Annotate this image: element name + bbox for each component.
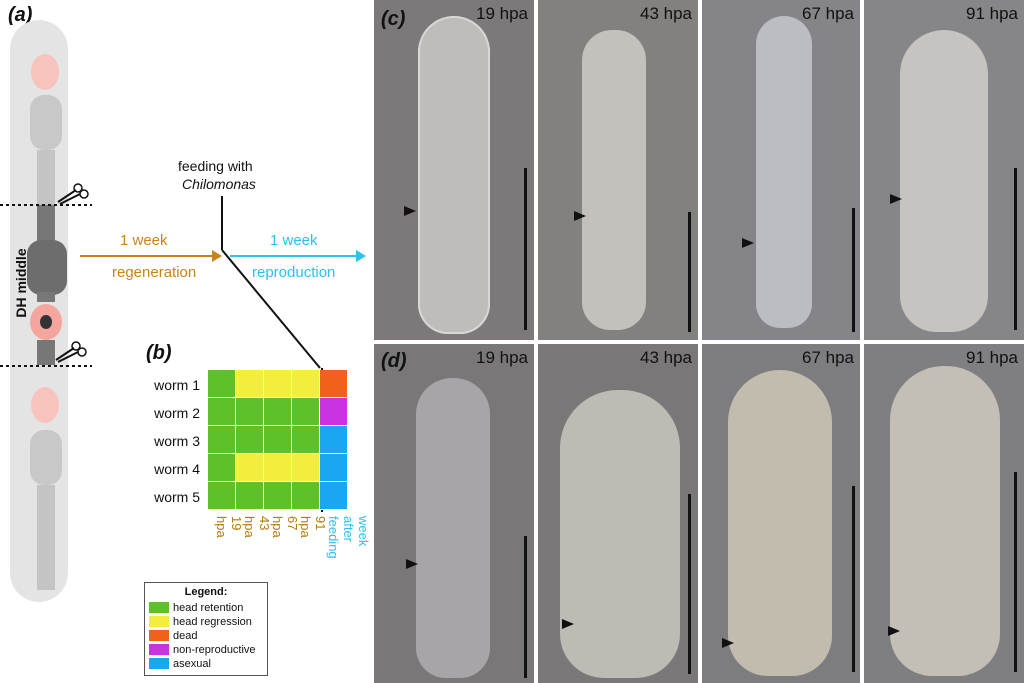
arrow2-bottom-label: reproduction [252,264,336,281]
hpa-label: 91 hpa [966,4,1018,23]
hpa-label: 19 hpa [476,4,528,23]
grid-cell [208,454,236,482]
grid-cell [292,370,320,398]
micrograph-d3: 67 hpa [702,344,860,683]
arrow1-bottom-label: regeneration [112,264,197,281]
grid-cell [292,398,320,426]
micrograph-c2: 43 hpa [538,0,698,340]
hpa-label: 91 hpa [966,348,1018,367]
micrograph-c1: 19 hpa [374,0,534,340]
col-label: 19 hpa [214,516,244,538]
hpa-label: 43 hpa [640,4,692,23]
feeding-label-1: feeding with [178,158,253,174]
grid-cell [208,482,236,510]
grid-cell [292,482,320,510]
grid-cell [292,426,320,454]
row-label: worm 5 [154,489,200,505]
micrograph-c4: 91 hpa [864,0,1024,340]
feeding-label-2: Chilomonas [182,176,256,192]
legend-item: head retention [149,601,243,614]
hpa-label: 19 hpa [476,348,528,367]
grid-cell [264,482,292,510]
row-label: worm 1 [154,377,200,393]
panel-c-letter: (c) [381,8,406,30]
grid-cell [236,454,264,482]
arrow1-top-label: 1 week [120,232,168,249]
grid-cell [320,426,348,454]
legend: Legend: head retention head regression d… [144,582,268,676]
grid-cell [236,398,264,426]
row-label: worm 2 [154,405,200,421]
scissors-icon-top [57,183,89,205]
row-label: worm 3 [154,433,200,449]
grid-cell [208,370,236,398]
grid-cell [320,454,348,482]
grid-cell [320,482,348,510]
grid-cell [208,398,236,426]
grid-cell [236,426,264,454]
legend-item: asexual [149,657,211,670]
panel-a-letter: (a) [8,4,33,26]
legend-item: dead [149,629,197,642]
grid-cell [264,398,292,426]
micrograph-d2: 43 hpa [538,344,698,683]
panel-d-letter: (d) [381,350,407,372]
hpa-label: 67 hpa [802,348,854,367]
grid-cell [320,370,348,398]
panel-b-letter: (b) [146,342,172,364]
col-label: 91 hpa [298,516,328,538]
legend-item: non-reproductive [149,643,256,656]
grid-cell [236,482,264,510]
grid-cell [236,370,264,398]
row-label: worm 4 [154,461,200,477]
col-label: 43 hpa [242,516,272,538]
micrograph-d4: 91 hpa [864,344,1024,683]
micrograph-c3: 67 hpa [702,0,860,340]
scissors-icon-bottom [55,341,87,363]
col-label: 67 hpa [270,516,300,538]
grid-cell [264,426,292,454]
grid-cell [320,398,348,426]
grid-cell [208,426,236,454]
micrograph-d1: 19 hpa [374,344,534,683]
col-label-week: week after feeding [326,516,371,559]
worm-schematic [0,20,92,602]
grid-cell [264,370,292,398]
grid-cell [292,454,320,482]
legend-item: head regression [149,615,252,628]
legend-title: Legend: [184,586,228,598]
hpa-label: 67 hpa [802,4,854,23]
hpa-label: 43 hpa [640,348,692,367]
grid-cell [264,454,292,482]
arrow2-top-label: 1 week [270,232,318,249]
